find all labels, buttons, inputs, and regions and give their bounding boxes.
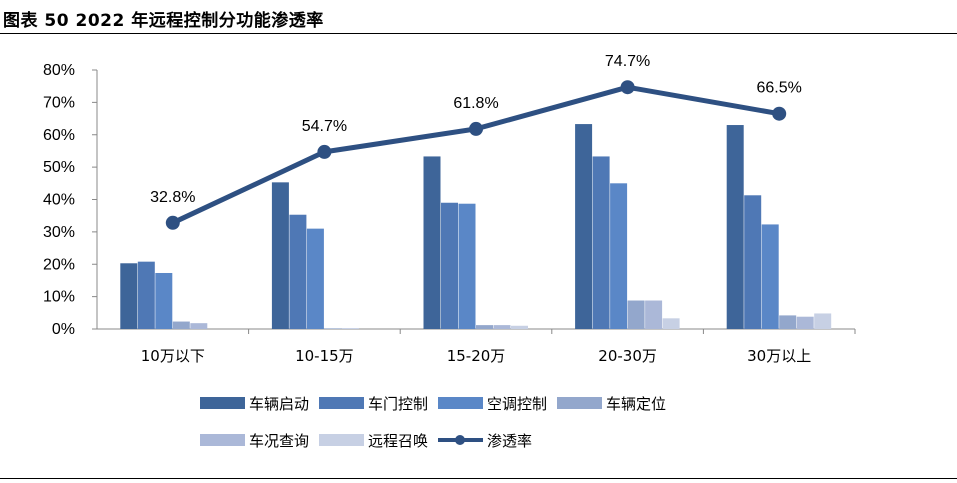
legend-swatch-status-query	[200, 434, 245, 446]
bar-远程召唤-30万以上	[814, 313, 832, 329]
bar-车辆定位-30万以上	[779, 315, 797, 329]
penetration-data-label: 61.8%	[453, 95, 498, 112]
legend-row-2: 车况查询 远程召唤 渗透率	[200, 427, 800, 453]
legend-label-door-control: 车门控制	[368, 394, 429, 413]
bar-空调控制-15-20万	[458, 203, 476, 329]
bar-车辆定位-15-20万	[476, 325, 493, 329]
x-category-label: 10万以下	[141, 347, 205, 365]
legend-swatch-vehicle-start	[200, 397, 245, 409]
legend-item-door-control: 车门控制	[319, 393, 428, 414]
legend-swatch-door-control	[319, 397, 365, 409]
y-tick-label: 40%	[43, 192, 75, 209]
bar-车况查询-15-20万	[493, 325, 511, 329]
penetration-data-label: 54.7%	[302, 118, 347, 135]
top-rule	[0, 33, 957, 34]
legend-item-status-query: 车况查询	[200, 430, 309, 451]
bar-车况查询-20-30万	[645, 300, 663, 329]
bar-空调控制-10万以下	[155, 272, 173, 329]
penetration-point	[772, 106, 787, 121]
legend-row-1: 车辆启动 车门控制 空调控制 车辆定位	[200, 390, 800, 416]
x-category-label: 10-15万	[295, 347, 354, 365]
bar-车辆启动-10万以下	[120, 263, 138, 329]
legend-swatch-penetration	[438, 433, 484, 447]
penetration-point	[469, 121, 483, 136]
x-category-label: 30万以上	[747, 347, 811, 365]
bar-车辆定位-20-30万	[627, 300, 645, 329]
legend-swatch-remote-summon	[319, 434, 365, 446]
legend-label-vehicle-start: 车辆启动	[249, 394, 310, 413]
bar-空调控制-10-15万	[306, 228, 324, 329]
bar-车辆启动-20-30万	[575, 124, 593, 329]
bar-远程召唤-15-20万	[511, 325, 528, 329]
legend-swatch-ac-control	[438, 397, 484, 409]
bar-车辆启动-15-20万	[423, 156, 441, 329]
legend-swatch-vehicle-location	[557, 397, 603, 409]
bottom-rule	[0, 478, 957, 479]
legend-item-penetration: 渗透率	[438, 430, 532, 451]
bar-车辆定位-10-15万	[324, 328, 342, 329]
legend-item-remote-summon: 远程召唤	[319, 430, 428, 451]
y-tick-label: 10%	[43, 289, 75, 306]
bar-车门控制-10-15万	[289, 214, 307, 329]
legend-label-penetration: 渗透率	[487, 431, 533, 450]
bar-车门控制-20-30万	[592, 156, 610, 329]
penetration-point	[317, 144, 332, 159]
y-tick-label: 0%	[52, 321, 75, 338]
legend: 车辆启动 车门控制 空调控制 车辆定位 车况查询 远程召唤 渗透率	[200, 390, 800, 464]
y-tick-label: 20%	[43, 256, 75, 273]
penetration-data-label: 74.7%	[605, 53, 650, 70]
legend-item-vehicle-start: 车辆启动	[200, 393, 309, 414]
bar-车门控制-15-20万	[441, 202, 458, 329]
legend-label-status-query: 车况查询	[249, 431, 310, 450]
bar-车门控制-30万以上	[744, 195, 762, 329]
penetration-point	[620, 80, 635, 95]
bar-空调控制-20-30万	[610, 183, 628, 329]
y-tick-label: 70%	[43, 94, 75, 111]
bar-车况查询-30万以上	[796, 316, 814, 329]
bar-车辆定位-10万以下	[172, 321, 190, 329]
x-category-label: 15-20万	[447, 347, 506, 365]
x-category-label: 20-30万	[598, 347, 657, 365]
bar-车况查询-10万以下	[190, 323, 208, 329]
bar-远程召唤-20-30万	[662, 318, 680, 329]
legend-item-vehicle-location: 车辆定位	[557, 393, 666, 414]
legend-label-remote-summon: 远程召唤	[368, 431, 429, 450]
bar-空调控制-30万以上	[761, 224, 779, 329]
bar-车况查询-10-15万	[341, 328, 359, 329]
penetration-point	[165, 215, 180, 230]
bar-车辆启动-10-15万	[271, 182, 289, 329]
legend-item-ac-control: 空调控制	[438, 393, 547, 414]
legend-label-vehicle-location: 车辆定位	[606, 394, 667, 413]
y-tick-label: 80%	[43, 62, 75, 79]
penetration-data-label: 32.8%	[150, 189, 195, 206]
bar-车辆启动-30万以上	[726, 125, 744, 329]
bar-车门控制-10万以下	[137, 261, 155, 329]
y-tick-label: 50%	[43, 159, 75, 176]
y-tick-label: 60%	[43, 127, 75, 144]
legend-label-ac-control: 空调控制	[487, 394, 548, 413]
y-tick-label: 30%	[43, 224, 75, 241]
figure-title: 图表 50 2022 年远程控制分功能渗透率	[3, 11, 324, 31]
penetration-data-label: 66.5%	[757, 80, 802, 97]
